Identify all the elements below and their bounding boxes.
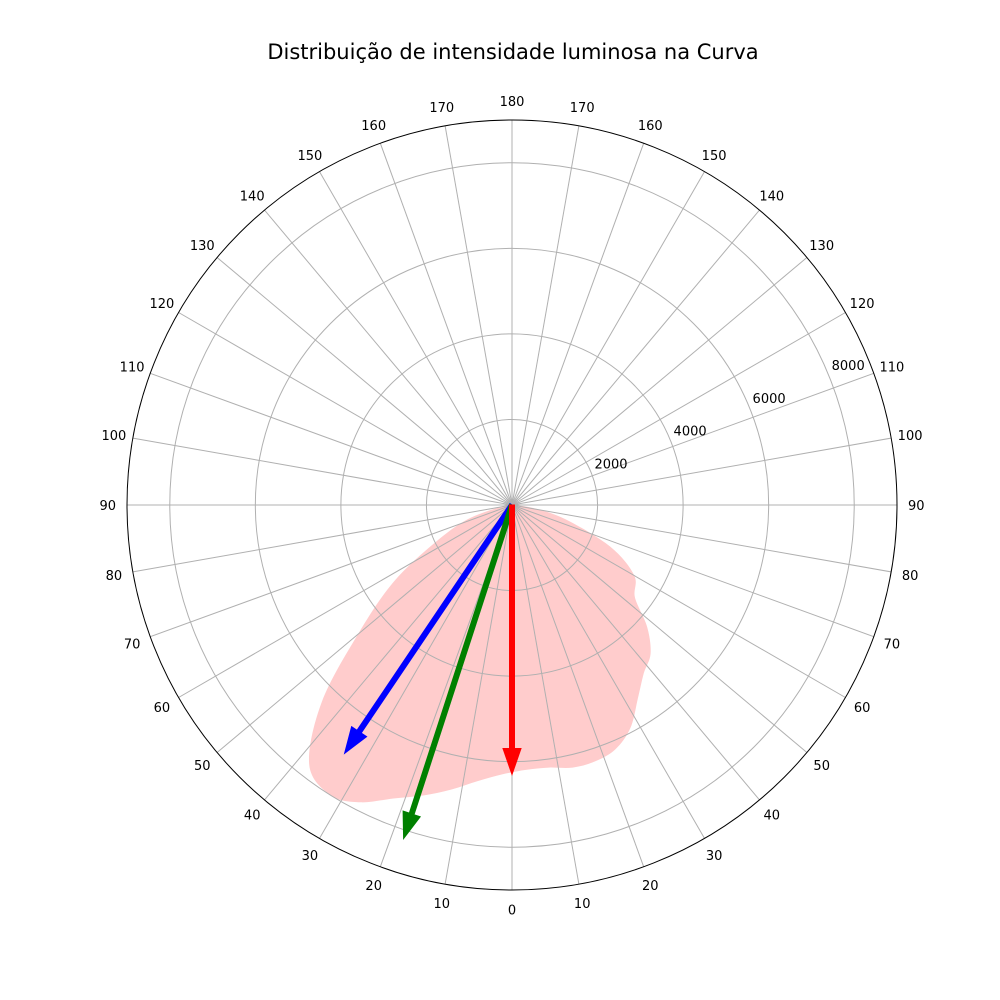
angular-gridline-8 xyxy=(511,504,892,573)
angle-tick-right-3: 30 xyxy=(706,849,723,864)
angular-gridline-20 xyxy=(379,143,513,506)
radial-tick-2: 6000 xyxy=(753,392,786,407)
angle-tick-right-10: 100 xyxy=(898,429,923,444)
angular-gridline-29 xyxy=(150,504,513,638)
angular-gridline-2 xyxy=(511,504,645,867)
angular-gridline-12 xyxy=(511,312,846,506)
angle-tick-right-8: 80 xyxy=(902,569,919,584)
angle-tick-left-7: 80 xyxy=(106,569,123,584)
angular-gridline-10 xyxy=(511,437,892,506)
angle-tick-left-16: 170 xyxy=(429,101,454,116)
angle-tick-left-4: 50 xyxy=(194,759,211,774)
angular-gridline-3 xyxy=(511,504,705,839)
angular-gridline-33 xyxy=(319,504,513,839)
angular-gridline-24 xyxy=(178,312,513,506)
angle-tick-right-16: 160 xyxy=(638,119,663,134)
angular-gridline-21 xyxy=(319,171,513,506)
angular-gridline-16 xyxy=(511,143,645,506)
radial-tick-3: 8000 xyxy=(832,359,865,374)
angle-tick-right-11: 110 xyxy=(879,361,904,376)
area-layer xyxy=(308,505,651,803)
angular-gridline-11 xyxy=(511,372,874,506)
angle-tick-left-9: 100 xyxy=(101,429,126,444)
arrow-layer xyxy=(343,502,522,841)
angular-gridline-19 xyxy=(444,125,513,506)
angle-tick-right-14: 140 xyxy=(759,189,784,204)
angle-tick-left-13: 140 xyxy=(240,189,265,204)
angle-tick-left-6: 70 xyxy=(124,637,141,652)
angle-tick-left-8: 90 xyxy=(100,499,117,514)
angle-tick-left-0: 10 xyxy=(434,897,451,912)
angle-tick-right-7: 70 xyxy=(884,637,901,652)
angle-tick-left-11: 120 xyxy=(149,297,174,312)
intensity-area-0 xyxy=(308,505,651,803)
angle-tick-left-15: 160 xyxy=(361,119,386,134)
angle-tick-right-4: 40 xyxy=(764,809,781,824)
arrow-2 xyxy=(502,504,522,777)
angular-gridline-23 xyxy=(216,257,513,506)
angular-gridline-1 xyxy=(511,504,580,885)
angle-tick-right-1: 10 xyxy=(574,897,591,912)
angular-gridline-4 xyxy=(511,504,760,801)
angular-gridline-7 xyxy=(511,504,874,638)
angular-gridline-13 xyxy=(511,257,808,506)
angular-gridline-25 xyxy=(150,372,513,506)
angular-gridline-31 xyxy=(216,504,513,753)
angle-tick-right-15: 150 xyxy=(702,149,727,164)
angular-gridline-15 xyxy=(511,171,705,506)
angular-gridline-14 xyxy=(511,209,760,506)
angular-gridline-6 xyxy=(511,504,846,698)
angle-tick-right-5: 50 xyxy=(813,759,830,774)
angular-gridline-32 xyxy=(264,504,513,801)
arrow-0 xyxy=(343,502,515,755)
angular-gridline-22 xyxy=(264,209,513,506)
angle-tick-right-0: 0 xyxy=(508,903,516,918)
label-layer: 0 10 20 30 40 50 60 70 80 90 100 110 120 130 140 150 160… xyxy=(100,95,925,918)
angular-gridline-35 xyxy=(444,504,513,885)
radial-tick-1: 4000 xyxy=(674,425,707,440)
angle-tick-left-1: 20 xyxy=(365,879,382,894)
angle-tick-right-9: 90 xyxy=(908,499,925,514)
angular-gridline-17 xyxy=(511,125,580,506)
chart-title: Distribuição de intensidade luminosa na … xyxy=(267,40,759,64)
angle-tick-right-12: 120 xyxy=(850,297,875,312)
angle-tick-top-0: 180 xyxy=(500,95,525,110)
angle-tick-left-3: 40 xyxy=(244,809,261,824)
angle-tick-right-6: 60 xyxy=(854,701,871,716)
angle-tick-left-10: 110 xyxy=(120,361,145,376)
angular-gridline-5 xyxy=(511,504,808,753)
angle-tick-right-13: 130 xyxy=(809,239,834,254)
outer-ring xyxy=(126,119,898,891)
angle-tick-left-12: 130 xyxy=(190,239,215,254)
angular-gridline-26 xyxy=(132,437,513,506)
angle-tick-left-14: 150 xyxy=(297,149,322,164)
angle-tick-left-5: 60 xyxy=(154,701,171,716)
angle-tick-right-2: 20 xyxy=(642,879,659,894)
grid-layer xyxy=(127,120,897,890)
angle-tick-left-2: 30 xyxy=(302,849,319,864)
arrow-1 xyxy=(402,503,516,841)
angular-gridline-30 xyxy=(178,504,513,698)
angular-gridline-28 xyxy=(132,504,513,573)
angle-tick-right-17: 170 xyxy=(570,101,595,116)
radial-tick-0: 2000 xyxy=(594,457,627,472)
